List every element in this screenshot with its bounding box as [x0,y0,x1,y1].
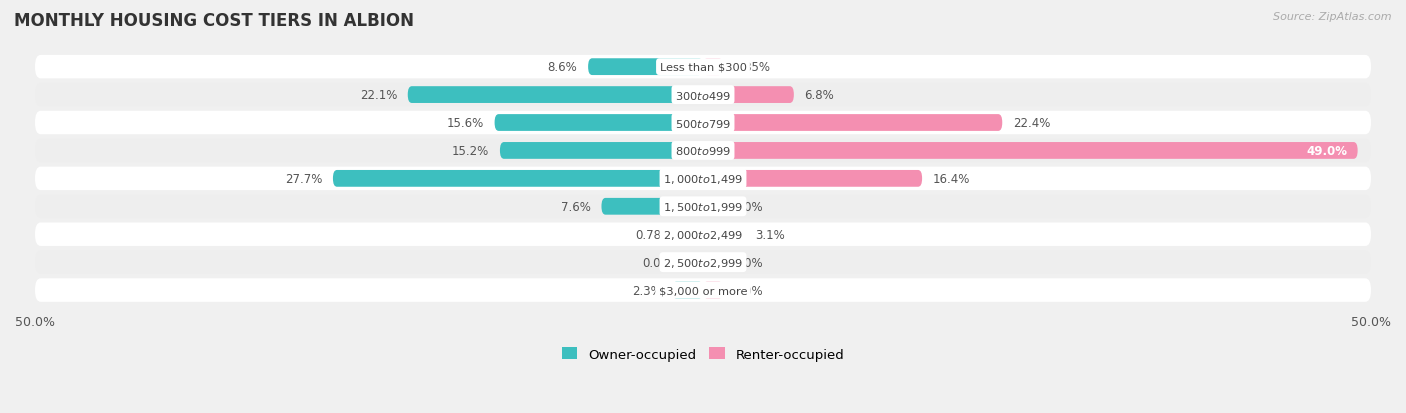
FancyBboxPatch shape [602,198,703,215]
Text: 0.0%: 0.0% [734,284,763,297]
Text: 15.6%: 15.6% [447,117,484,130]
FancyBboxPatch shape [683,226,703,243]
Text: MONTHLY HOUSING COST TIERS IN ALBION: MONTHLY HOUSING COST TIERS IN ALBION [14,12,413,30]
FancyBboxPatch shape [35,112,1371,135]
FancyBboxPatch shape [703,115,1002,132]
FancyBboxPatch shape [35,251,1371,274]
FancyBboxPatch shape [35,167,1371,191]
FancyBboxPatch shape [703,87,794,104]
FancyBboxPatch shape [703,226,744,243]
Text: $2,000 to $2,499: $2,000 to $2,499 [664,228,742,241]
Text: 16.4%: 16.4% [932,173,970,185]
FancyBboxPatch shape [683,254,703,271]
Text: 15.2%: 15.2% [451,145,489,158]
FancyBboxPatch shape [501,143,703,159]
Text: $1,000 to $1,499: $1,000 to $1,499 [664,173,742,185]
Text: 27.7%: 27.7% [285,173,322,185]
Text: $300 to $499: $300 to $499 [675,89,731,101]
Text: 22.4%: 22.4% [1012,117,1050,130]
Text: Less than $300: Less than $300 [659,62,747,73]
Text: 0.0%: 0.0% [734,256,763,269]
Text: $800 to $999: $800 to $999 [675,145,731,157]
Text: 7.6%: 7.6% [561,200,591,213]
Text: $500 to $799: $500 to $799 [675,117,731,129]
FancyBboxPatch shape [333,171,703,188]
FancyBboxPatch shape [703,198,723,215]
FancyBboxPatch shape [672,282,703,299]
FancyBboxPatch shape [408,87,703,104]
FancyBboxPatch shape [35,56,1371,79]
FancyBboxPatch shape [35,139,1371,163]
Text: 49.0%: 49.0% [1306,145,1347,158]
FancyBboxPatch shape [35,223,1371,247]
FancyBboxPatch shape [35,279,1371,302]
FancyBboxPatch shape [495,115,703,132]
Text: 2.3%: 2.3% [631,284,662,297]
FancyBboxPatch shape [703,59,723,76]
Text: 6.8%: 6.8% [804,89,834,102]
Text: 22.1%: 22.1% [360,89,396,102]
Legend: Owner-occupied, Renter-occupied: Owner-occupied, Renter-occupied [561,347,845,361]
Text: 8.6%: 8.6% [548,61,578,74]
FancyBboxPatch shape [703,282,723,299]
Text: $2,500 to $2,999: $2,500 to $2,999 [664,256,742,269]
FancyBboxPatch shape [703,254,723,271]
FancyBboxPatch shape [35,84,1371,107]
Text: Source: ZipAtlas.com: Source: ZipAtlas.com [1274,12,1392,22]
Text: 3.1%: 3.1% [755,228,785,241]
Text: 0.0%: 0.0% [734,200,763,213]
Text: 0.85%: 0.85% [734,61,770,74]
Text: 0.78%: 0.78% [636,228,672,241]
FancyBboxPatch shape [703,143,1358,159]
FancyBboxPatch shape [588,59,703,76]
Text: $1,500 to $1,999: $1,500 to $1,999 [664,200,742,213]
FancyBboxPatch shape [35,195,1371,218]
FancyBboxPatch shape [703,171,922,188]
Text: $3,000 or more: $3,000 or more [659,285,747,295]
Text: 0.0%: 0.0% [643,256,672,269]
